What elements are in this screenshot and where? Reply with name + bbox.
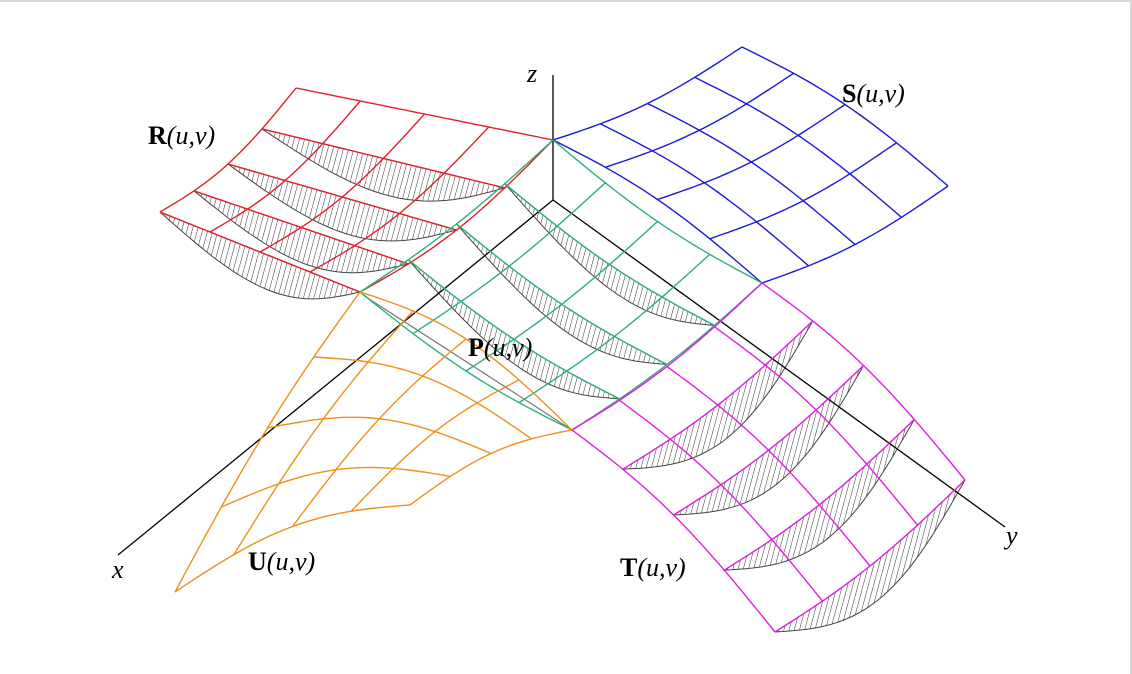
x-axis-label: x bbox=[111, 555, 124, 584]
surface-params: (u,v) bbox=[637, 553, 685, 582]
background bbox=[0, 0, 1132, 674]
surface-name: P bbox=[468, 333, 484, 362]
surface-label: U(u,v) bbox=[248, 547, 315, 576]
z-axis-label: z bbox=[526, 59, 537, 88]
surface-label: S(u,v) bbox=[842, 79, 905, 108]
y-axis-label: y bbox=[1003, 521, 1018, 550]
figure: z x y R(u,v) S(u,v) P(u,v) U(u,v) T(u,v) bbox=[0, 0, 1132, 674]
surface-name: U bbox=[248, 547, 267, 576]
surface-name: T bbox=[620, 553, 637, 582]
surface-params: (u,v) bbox=[267, 547, 315, 576]
surface-params: (u,v) bbox=[484, 333, 532, 362]
surface-label: P(u,v) bbox=[468, 333, 532, 362]
surface-name: S bbox=[842, 79, 856, 108]
surface-label: R(u,v) bbox=[148, 121, 215, 150]
surface-name: R bbox=[148, 121, 167, 150]
surface-params: (u,v) bbox=[167, 121, 215, 150]
surface-params: (u,v) bbox=[856, 79, 904, 108]
surface-label: T(u,v) bbox=[620, 553, 686, 582]
